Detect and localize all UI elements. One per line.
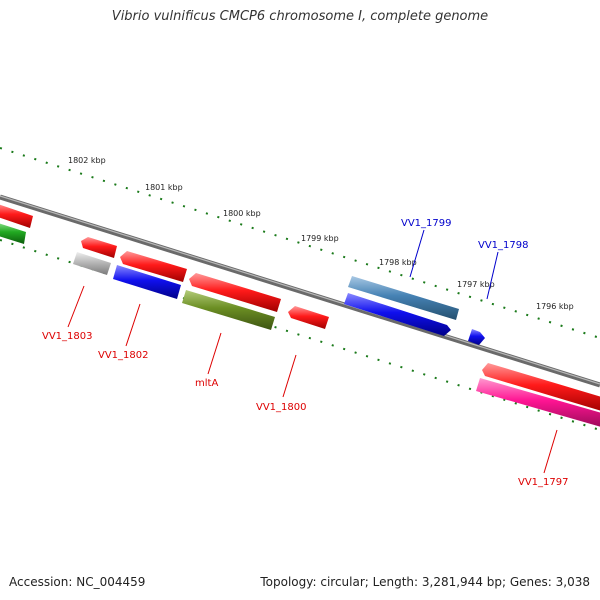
gene-vv1-1797-arrow[interactable]	[476, 378, 600, 428]
kbp-label-1797: 1797 kbp	[457, 280, 495, 289]
label-vv1-1802[interactable]: VV1_1802	[98, 350, 149, 361]
gene-left-green-arrow[interactable]	[0, 222, 26, 244]
leader-line-vv1-1803	[67, 285, 85, 328]
chromosome-backbone-highlight	[0, 195, 600, 385]
label-vv1-1799[interactable]: VV1_1799	[401, 218, 452, 229]
leader-line-vv1-1800	[282, 354, 297, 398]
kbp-label-1801: 1801 kbp	[145, 183, 183, 192]
gene-vv1-1797-red-arrow[interactable]	[482, 363, 600, 412]
gene-vv1-1802-red-arrow[interactable]	[120, 251, 187, 282]
gene-vv1-1800-arrow[interactable]	[288, 306, 329, 329]
gene-left-top-red-arrow[interactable]	[0, 203, 33, 228]
label-mlta[interactable]: mltA	[195, 378, 218, 389]
gene-small-red-arrow[interactable]	[81, 237, 117, 258]
label-vv1-1803[interactable]: VV1_1803	[42, 331, 93, 342]
kbp-label-1799: 1799 kbp	[301, 234, 339, 243]
accession-text: Accession: NC_004459	[9, 575, 146, 589]
leader-line-vv1-1797	[543, 429, 558, 474]
map-title: Vibrio vulnificus CMCP6 chromosome I, co…	[111, 9, 489, 24]
gene-mlta-red-arrow[interactable]	[189, 273, 281, 312]
gene-vv1-1799b-arrow[interactable]	[344, 293, 451, 336]
gene-vv1-1799-arrow[interactable]	[348, 276, 459, 320]
kbp-label-1796: 1796 kbp	[536, 302, 574, 311]
label-vv1-1798[interactable]: VV1_1798	[478, 240, 529, 251]
label-vv1-1800[interactable]: VV1_1800	[256, 402, 307, 413]
kbp-label-1800: 1800 kbp	[223, 209, 261, 218]
genome-summary-text: Topology: circular; Length: 3,281,944 bp…	[260, 575, 590, 589]
leader-line-vv1-1799	[409, 229, 425, 278]
gene-vv1-1803-arrow[interactable]	[73, 252, 111, 275]
kbp-label-1802: 1802 kbp	[68, 156, 106, 165]
gene-mlta-arrow[interactable]	[182, 290, 275, 330]
leader-line-vv1-1798	[486, 251, 499, 300]
leader-line-vv1-1802	[125, 303, 141, 347]
chromosome-backbone	[0, 194, 600, 388]
gene-vv1-1798-arrow[interactable]	[468, 329, 485, 345]
leader-line-mlta	[207, 332, 222, 375]
label-vv1-1797[interactable]: VV1_1797	[518, 477, 569, 488]
kbp-label-1798: 1798 kbp	[379, 258, 417, 267]
gene-vv1-1802-arrow[interactable]	[113, 265, 181, 299]
